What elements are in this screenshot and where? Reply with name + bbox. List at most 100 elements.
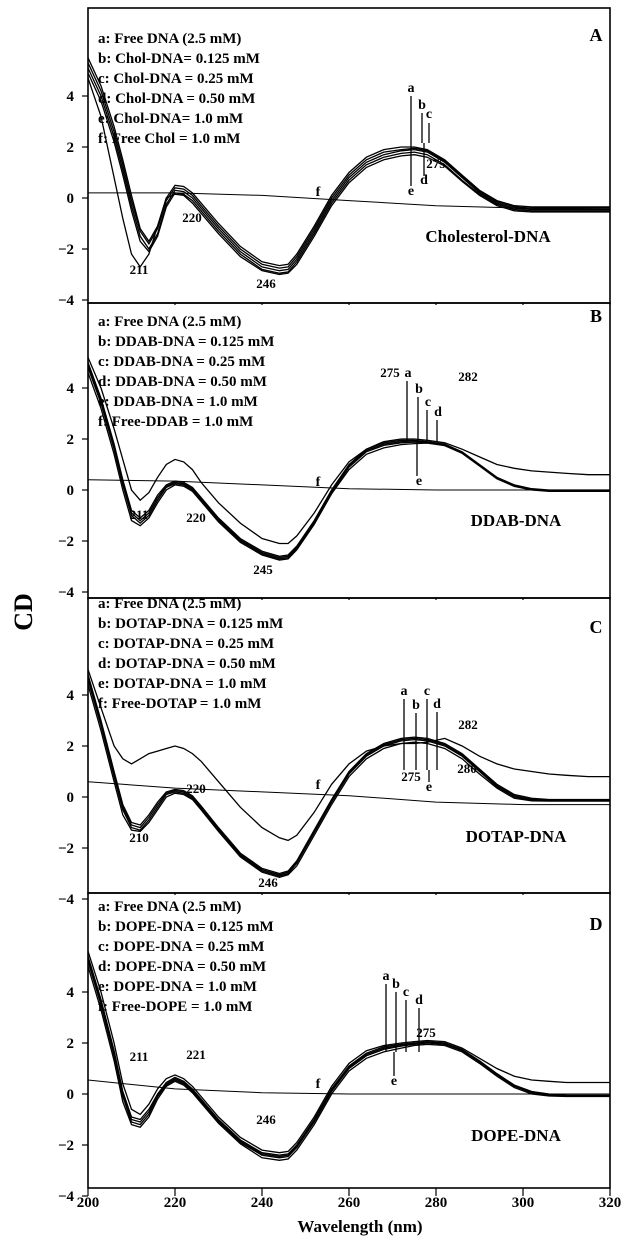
series-marker-label: f: [316, 185, 321, 200]
series-f-line: [87, 781, 610, 806]
panel-letter: B: [590, 306, 602, 326]
legend-entry: b: Chol-DNA= 0.125 mM: [98, 51, 260, 67]
peak-label: 275: [401, 769, 421, 784]
legend-entry: b: DOPE-DNA = 0.125 mM: [98, 919, 274, 935]
y-tick-label: −4: [58, 892, 75, 908]
y-tick-label: 4: [67, 89, 75, 105]
x-tick-label: 280: [425, 1195, 448, 1211]
peak-label: 246: [256, 276, 276, 291]
series-marker-label: d: [433, 697, 441, 712]
series-f-line: [88, 192, 611, 210]
y-tick-label: −4: [58, 293, 75, 309]
legend-entry: a: Free DNA (2.5 mM): [98, 899, 241, 915]
panel-letter: C: [590, 617, 603, 637]
series-a-line: [87, 57, 610, 267]
peak-label: 246: [258, 875, 278, 890]
panel-d: 4 2 0 −2 −4 a: Free DNA (2.5 mM) b: DOPE-DNA =…: [58, 892, 611, 1205]
legend-entry: c: Chol-DNA = 0.25 mM: [98, 71, 254, 87]
panel-a: 4 2 0 −2 −4 a: Free DNA (2.5 mM) b: Chol-DNA= …: [58, 7, 611, 309]
legend-entry: b: DDAB-DNA = 0.125 mM: [98, 334, 274, 350]
y-tick-label: 4: [67, 985, 75, 1001]
series-f-line: [87, 479, 610, 491]
series-e-line: [87, 684, 610, 878]
panel-title: DOTAP-DNA: [466, 827, 567, 846]
panel-letter: D: [590, 914, 603, 934]
series-marker-label: f: [316, 1077, 321, 1092]
y-tick-label: −4: [58, 585, 75, 601]
legend-entry: f: Free-DOTAP = 1.0 mM: [98, 696, 261, 712]
y-tick-label: 2: [67, 1036, 75, 1052]
panel-title: DDAB-DNA: [471, 511, 562, 530]
series-a-line: [87, 951, 610, 1154]
series-marker-label: c: [425, 395, 431, 410]
series-e-line: [87, 966, 610, 1161]
y-tick-label: −2: [58, 534, 74, 550]
legend-entry: d: DOTAP-DNA = 0.50 mM: [98, 656, 276, 672]
peak-label: 245: [253, 562, 273, 577]
peak-label: 275: [426, 156, 446, 171]
legend-entry: e: DOTAP-DNA = 1.0 mM: [98, 676, 267, 692]
series-b-line: [87, 62, 610, 269]
peak-label: 280: [457, 761, 477, 776]
peak-label: 211: [130, 1049, 149, 1064]
series-marker-label: a: [408, 81, 415, 96]
y-tick-label: −4: [58, 1189, 75, 1205]
y-tick-label: 0: [67, 790, 75, 806]
panel-title: Cholesterol-DNA: [425, 227, 551, 246]
peak-label: 211: [130, 262, 149, 277]
x-tick-label: 300: [512, 1195, 535, 1211]
series-marker-label: c: [424, 684, 430, 699]
legend-entry: f: Free Chol = 1.0 mM: [98, 131, 240, 147]
legend-entry: d: Chol-DNA = 0.50 mM: [98, 91, 255, 107]
series-a-line: [87, 357, 610, 545]
panel-b: 4 2 0 −2 −4 a: Free DNA (2.5 mM) b: DDAB-DNA =…: [58, 302, 611, 601]
peak-label: 220: [186, 781, 206, 796]
series-marker-label: d: [434, 405, 442, 420]
legend-entry: e: DDAB-DNA = 1.0 mM: [98, 394, 258, 410]
legend-entry: a: Free DNA (2.5 mM): [98, 596, 241, 612]
series-marker-label: f: [316, 778, 321, 793]
panel-title: DOPE-DNA: [471, 1126, 561, 1145]
series-marker-label: e: [408, 184, 414, 199]
series-d-line: [87, 72, 610, 274]
legend-entry: b: DOTAP-DNA = 0.125 mM: [98, 616, 283, 632]
y-tick-label: −2: [58, 841, 74, 857]
series-marker-label: c: [403, 985, 409, 1000]
legend-entry: e: Chol-DNA= 1.0 mM: [98, 111, 243, 127]
y-tick-label: −2: [58, 1138, 74, 1154]
series-d-line: [87, 961, 610, 1159]
series-marker-label: e: [416, 474, 422, 489]
series-marker-label: f: [316, 475, 321, 490]
y-tick-label: 0: [67, 483, 75, 499]
peak-label: 282: [458, 369, 478, 384]
x-axis-title: Wavelength (nm): [297, 1217, 422, 1236]
series-marker-label: e: [391, 1074, 397, 1089]
y-tick-label: 2: [67, 739, 75, 755]
legend-entry: a: Free DNA (2.5 mM): [98, 31, 241, 47]
y-tick-label: 0: [67, 1087, 75, 1103]
series-f-line: [87, 1079, 610, 1095]
legend-entry: c: DOTAP-DNA = 0.25 mM: [98, 636, 274, 652]
series-marker-label: d: [415, 993, 423, 1008]
legend-entry: d: DOPE-DNA = 0.50 mM: [98, 959, 266, 975]
series-marker-label: c: [426, 107, 432, 122]
y-tick-label: 0: [67, 191, 75, 207]
series-marker-label: d: [420, 173, 428, 188]
series-e-line: [87, 77, 610, 276]
panel-letter: A: [590, 25, 603, 45]
peak-label: 275: [416, 1025, 436, 1040]
y-tick-label: 4: [67, 381, 75, 397]
x-tick-label: 320: [599, 1195, 622, 1211]
x-tick-label: 260: [338, 1195, 361, 1211]
y-tick-label: 4: [67, 688, 75, 704]
series-c-line: [87, 67, 610, 272]
x-tick-label: 240: [251, 1195, 274, 1211]
series-marker-label: b: [415, 382, 423, 397]
legend-entry: f: Free-DOPE = 1.0 mM: [98, 999, 252, 1015]
legend-entry: c: DOPE-DNA = 0.25 mM: [98, 939, 264, 955]
legend-entry: f: Free-DDAB = 1.0 mM: [98, 414, 253, 430]
y-tick-label: 2: [67, 140, 75, 156]
series-marker-label: a: [383, 969, 390, 984]
x-axis-tick-labels: 200 220 240 260 280 300 320: [77, 1195, 622, 1211]
